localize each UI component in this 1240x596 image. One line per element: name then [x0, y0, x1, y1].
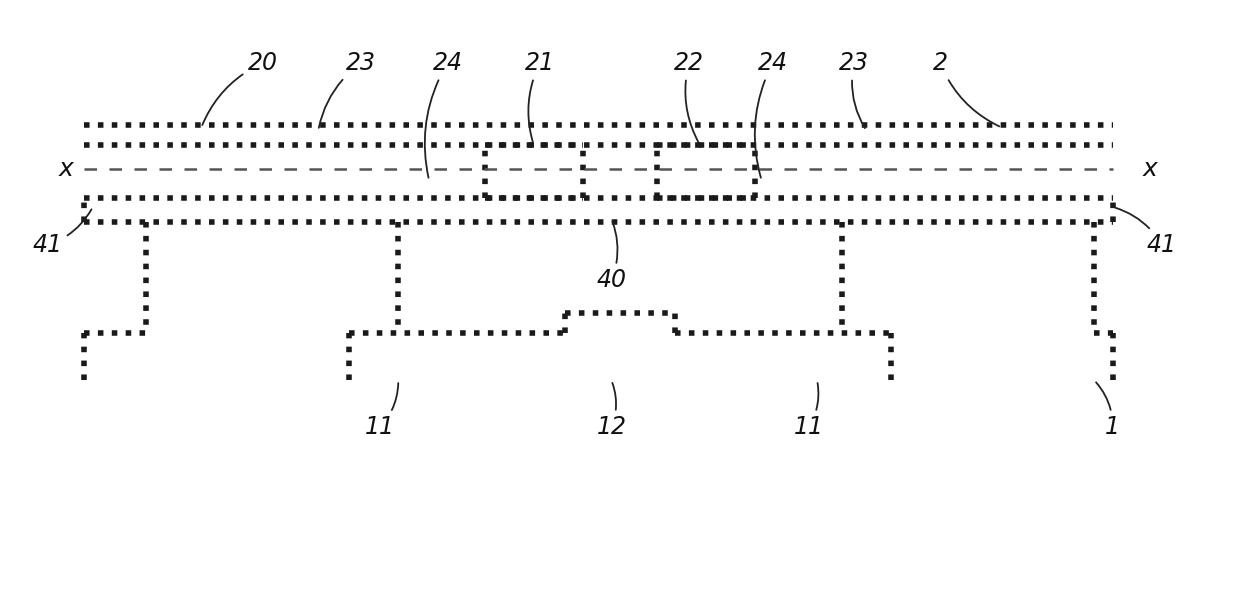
- Text: 20: 20: [202, 51, 278, 125]
- Text: 40: 40: [596, 221, 626, 293]
- Text: 22: 22: [675, 51, 704, 143]
- Text: 21: 21: [525, 51, 556, 142]
- Text: 2: 2: [932, 51, 999, 126]
- Text: 11: 11: [794, 383, 823, 439]
- Text: 23: 23: [319, 51, 377, 128]
- Text: 24: 24: [425, 51, 463, 178]
- Text: 23: 23: [839, 51, 869, 128]
- Text: 11: 11: [365, 383, 398, 439]
- Text: 24: 24: [755, 51, 787, 178]
- Text: x: x: [58, 157, 73, 181]
- Text: 41: 41: [32, 209, 92, 257]
- Text: 12: 12: [596, 383, 626, 439]
- Text: 1: 1: [1096, 382, 1120, 439]
- Text: 41: 41: [1115, 208, 1177, 257]
- Text: x: x: [1142, 157, 1157, 181]
